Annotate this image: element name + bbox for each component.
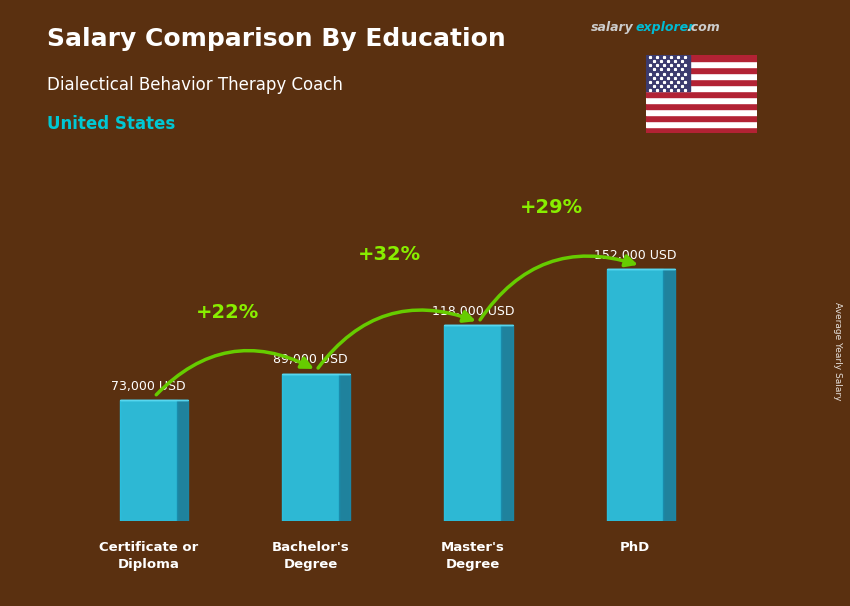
Bar	[646, 115, 756, 121]
Text: Salary Comparison By Education: Salary Comparison By Education	[47, 27, 506, 52]
Text: 152,000 USD: 152,000 USD	[593, 248, 677, 262]
Polygon shape	[177, 400, 189, 521]
Bar	[646, 109, 756, 115]
Text: Dialectical Behavior Therapy Coach: Dialectical Behavior Therapy Coach	[47, 76, 343, 94]
Bar	[646, 85, 756, 91]
Text: 73,000 USD: 73,000 USD	[111, 379, 186, 393]
Text: 118,000 USD: 118,000 USD	[432, 305, 514, 318]
Bar	[646, 67, 756, 73]
Bar	[646, 73, 756, 79]
Bar	[646, 55, 756, 61]
Text: explorer: explorer	[636, 21, 695, 34]
Bar	[121, 400, 177, 521]
Polygon shape	[339, 373, 350, 521]
Text: +32%: +32%	[358, 245, 421, 264]
Polygon shape	[502, 325, 513, 521]
Bar	[646, 97, 756, 103]
Bar	[646, 127, 756, 133]
Bar	[607, 269, 663, 521]
Bar	[646, 61, 756, 67]
Bar	[646, 121, 756, 127]
Text: salary: salary	[591, 21, 633, 34]
Bar	[646, 91, 756, 97]
Polygon shape	[663, 269, 675, 521]
Bar	[445, 325, 501, 521]
Text: +22%: +22%	[196, 302, 259, 322]
Bar	[282, 373, 339, 521]
Text: United States: United States	[47, 115, 175, 133]
Bar	[646, 103, 756, 109]
Text: +29%: +29%	[520, 198, 583, 217]
Bar	[646, 55, 690, 91]
Text: 89,000 USD: 89,000 USD	[274, 353, 348, 366]
Bar	[646, 79, 756, 85]
Text: .com: .com	[687, 21, 721, 34]
Text: Average Yearly Salary: Average Yearly Salary	[833, 302, 842, 401]
